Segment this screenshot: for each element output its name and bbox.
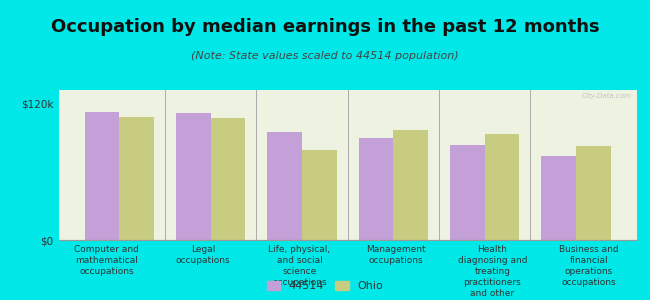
Legend: 44514, Ohio: 44514, Ohio (263, 277, 387, 294)
Bar (450, 145, 485, 240)
Text: (Note: State values scaled to 44514 population): (Note: State values scaled to 44514 popu… (191, 51, 459, 61)
Bar (176, 113, 211, 240)
Text: Occupation by median earnings in the past 12 months: Occupation by median earnings in the pas… (51, 18, 599, 36)
Text: Computer and
mathematical
occupations: Computer and mathematical occupations (74, 244, 139, 276)
Bar (485, 134, 519, 240)
Text: Legal
occupations: Legal occupations (176, 244, 231, 265)
Text: Health
diagnosing and
treating
practitioners
and other
technical
occupations: Health diagnosing and treating practitio… (458, 244, 527, 300)
Text: Life, physical,
and social
science
occupations: Life, physical, and social science occup… (268, 244, 331, 287)
Bar (84, 112, 120, 240)
Bar (359, 138, 393, 240)
Bar (267, 132, 302, 240)
Bar (302, 150, 337, 240)
Text: Business and
financial
operations
occupations: Business and financial operations occupa… (559, 244, 619, 287)
Bar (541, 156, 576, 240)
Bar (393, 130, 428, 240)
Bar (211, 118, 246, 240)
Text: City-Data.com: City-Data.com (581, 93, 631, 99)
Bar (576, 146, 611, 240)
Text: Management
occupations: Management occupations (366, 244, 426, 265)
Bar (120, 117, 154, 240)
